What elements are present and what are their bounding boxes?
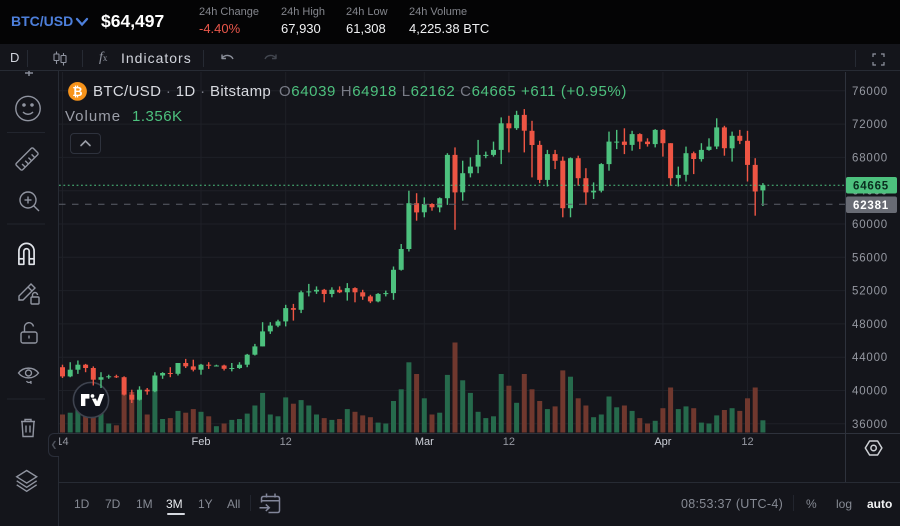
svg-text:12: 12 bbox=[741, 436, 753, 448]
svg-text:36000: 36000 bbox=[852, 419, 888, 431]
svg-text:Apr: Apr bbox=[654, 436, 671, 448]
svg-text:56000: 56000 bbox=[852, 252, 888, 264]
svg-text:14: 14 bbox=[56, 436, 68, 448]
svg-text:12: 12 bbox=[503, 436, 515, 448]
svg-text:72000: 72000 bbox=[852, 119, 888, 131]
svg-text:Mar: Mar bbox=[415, 436, 434, 448]
svg-text:64665: 64665 bbox=[853, 181, 889, 193]
svg-text:48000: 48000 bbox=[852, 319, 888, 331]
svg-text:Feb: Feb bbox=[192, 436, 211, 448]
svg-text:40000: 40000 bbox=[852, 386, 888, 398]
svg-text:44000: 44000 bbox=[852, 352, 888, 364]
svg-text:62381: 62381 bbox=[853, 200, 889, 212]
svg-text:12: 12 bbox=[280, 436, 292, 448]
svg-text:₿: ₿ bbox=[72, 85, 82, 99]
svg-text:52000: 52000 bbox=[852, 286, 888, 298]
svg-text:68000: 68000 bbox=[852, 152, 888, 164]
svg-text:60000: 60000 bbox=[852, 219, 888, 231]
svg-text:76000: 76000 bbox=[852, 86, 888, 98]
